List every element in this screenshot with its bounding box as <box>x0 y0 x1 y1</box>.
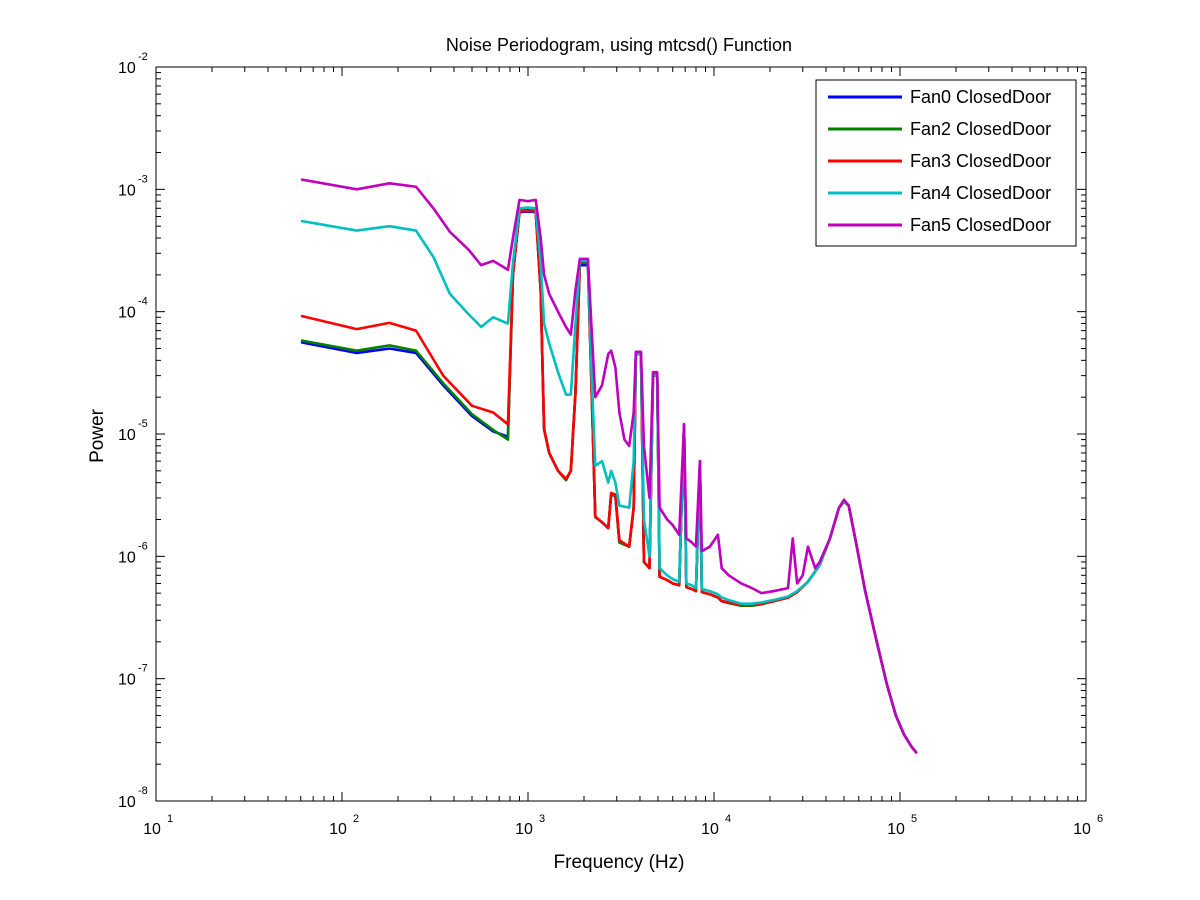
legend-label-3: Fan4 ClosedDoor <box>910 183 1051 203</box>
x-tick-exponent: 3 <box>539 813 545 825</box>
y-tick-label: 10 <box>118 672 136 689</box>
y-axis-title: Power <box>87 408 108 463</box>
y-tick-label: 10 <box>118 182 136 199</box>
legend-label-2: Fan3 ClosedDoor <box>910 151 1051 171</box>
x-tick-label: 10 <box>329 821 347 838</box>
y-tick-label: 10 <box>118 305 136 322</box>
y-ticks: 10-810-710-610-510-410-310-2 <box>118 51 1086 811</box>
y-tick-label: 10 <box>118 60 136 77</box>
series-line-4 <box>300 178 918 754</box>
y-tick-exponent: -6 <box>138 540 148 552</box>
y-tick-exponent: -3 <box>138 173 148 185</box>
x-tick-exponent: 2 <box>353 813 359 825</box>
legend-label-4: Fan5 ClosedDoor <box>910 215 1051 235</box>
y-tick-exponent: -2 <box>138 51 148 63</box>
legend-label-0: Fan0 ClosedDoor <box>910 87 1051 107</box>
y-tick-label: 10 <box>118 794 136 811</box>
x-tick-label: 10 <box>701 821 719 838</box>
x-tick-exponent: 4 <box>725 813 731 825</box>
y-tick-exponent: -5 <box>138 418 148 430</box>
legend-entries: Fan0 ClosedDoor Fan2 ClosedDoor Fan3 Close… <box>828 87 1051 235</box>
x-ticks: 10 1 10 2 10 3 10 4 10 5 10 6 <box>143 67 1103 838</box>
legend-label-1: Fan2 ClosedDoor <box>910 119 1051 139</box>
y-tick-label: 10 <box>118 427 136 444</box>
series-lines <box>300 178 918 754</box>
y-tick-exponent: -7 <box>138 663 148 675</box>
x-axis-title: Frequency (Hz) <box>554 852 685 873</box>
legend: Fan0 ClosedDoor Fan2 ClosedDoor Fan3 Close… <box>815 79 1077 247</box>
legend-box <box>815 79 1077 247</box>
x-tick-exponent: 5 <box>911 813 917 825</box>
y-tick-exponent: -4 <box>138 296 148 308</box>
chart-title: Noise Periodogram, using mtcsd() Functio… <box>446 35 792 55</box>
x-tick-label: 10 <box>515 821 533 838</box>
y-tick-exponent: -8 <box>138 785 148 797</box>
x-tick-exponent: 1 <box>167 813 173 825</box>
x-tick-label: 10 <box>143 821 161 838</box>
y-tick-label: 10 <box>118 549 136 566</box>
x-tick-exponent: 6 <box>1097 813 1103 825</box>
x-tick-label: 10 <box>1073 821 1091 838</box>
x-tick-label: 10 <box>887 821 905 838</box>
